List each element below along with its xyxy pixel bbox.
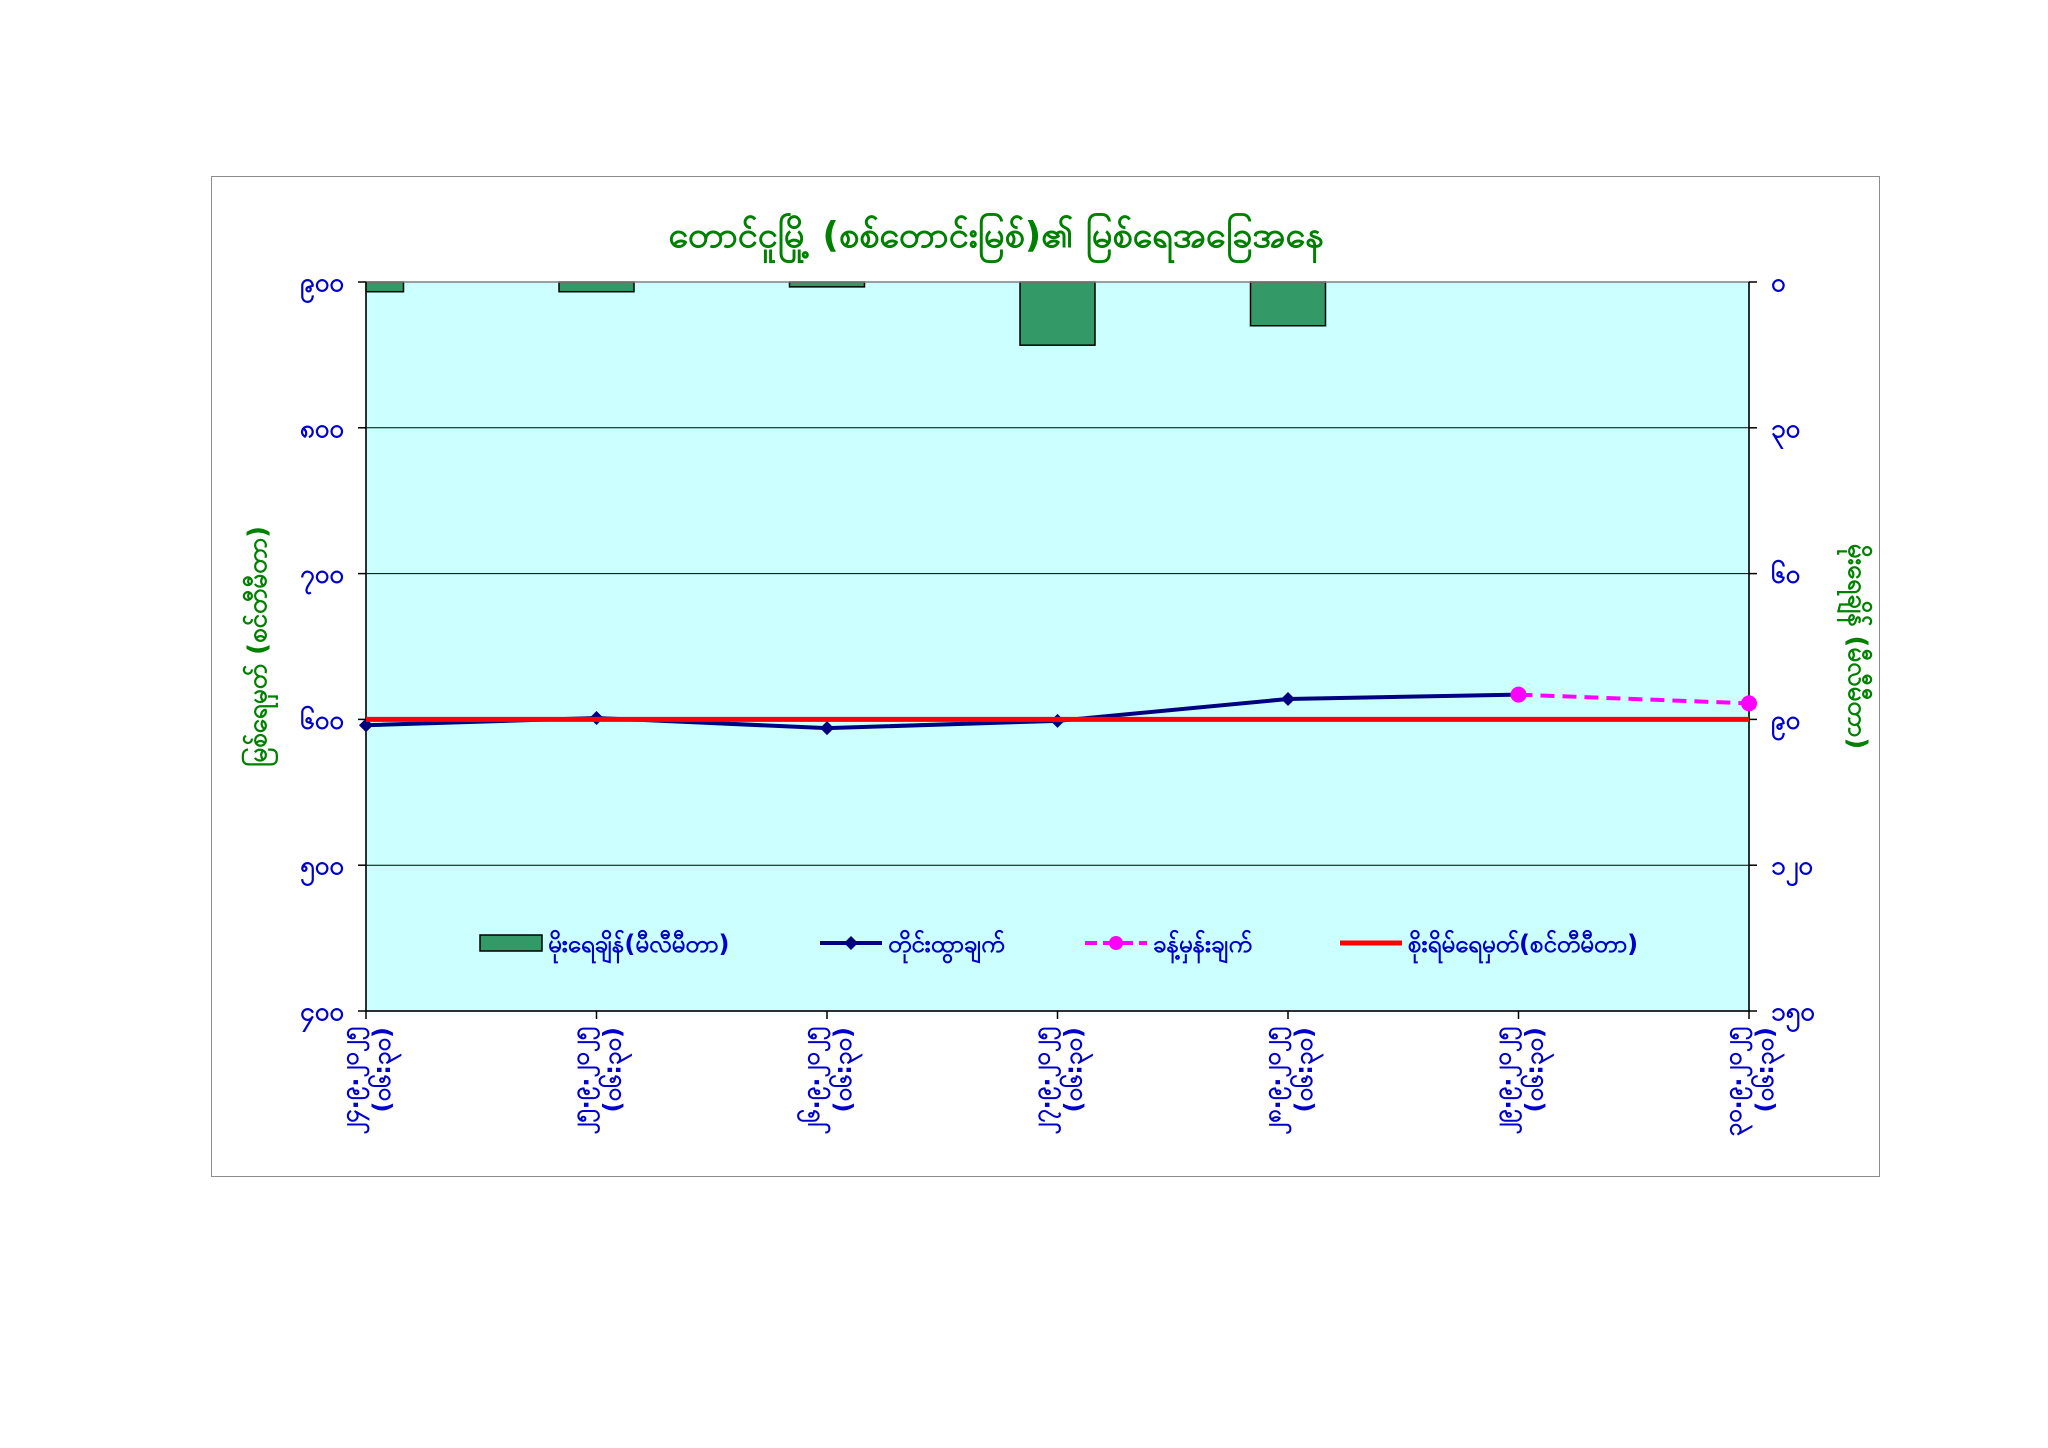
legend-marker: [844, 936, 858, 950]
chart-frame: တောင်ငူမြို့ (စစ်တောင်းမြစ်)၏ မြစ်ရေအခြေ…: [211, 176, 1880, 1177]
left-tick-label: ၅၀၀: [300, 851, 344, 887]
x-tick-label: ၂၈.၉.၂၀၂၅ (ဝ၆:၃၀): [1258, 1027, 1324, 1135]
data-point: [1510, 686, 1527, 703]
rain-bar: [558, 281, 635, 293]
x-tick-label: ၂၉.၉.၂၀၂၅ (ဝ၆:၃၀): [1489, 1027, 1555, 1135]
chart: တောင်ငူမြို့ (စစ်တောင်းမြစ်)၏ မြစ်ရေအခြေ…: [240, 213, 1873, 1136]
left-tick-label: ၇၀၀: [300, 560, 344, 596]
rain-bar: [1249, 281, 1327, 327]
left-tick-label: ၆၀၀: [300, 703, 344, 735]
x-tick-label: ၂၆.၉.၂၀၂၅ (ဝ၆:၃၀): [796, 1027, 863, 1135]
right-tick-label: ၀: [1771, 268, 1786, 298]
right-tick-label: ၉၀: [1771, 705, 1801, 741]
left-tick-label: ၉၀၀: [300, 268, 344, 304]
chart-title: တောင်ငူမြို့ (စစ်တောင်းမြစ်)၏ မြစ်ရေအခြေ…: [668, 213, 1323, 264]
x-tick-label: ၂၄.၉.၂၀၂၅ (ဝ၆:၃၀): [336, 1027, 402, 1135]
series-line: [1518, 692, 1750, 706]
data-point: [1741, 695, 1757, 712]
legend-swatch: [479, 934, 543, 952]
x-tick-label: ၂၅.၉.၂၀၂၅ (ဝ၆:၃၀): [567, 1027, 633, 1135]
plot-area: [366, 282, 1749, 1011]
rain-bar: [365, 281, 405, 293]
legend-marker: [1109, 936, 1123, 950]
left-tick-label: ၈၀၀: [300, 414, 344, 444]
rain-bar: [1019, 281, 1096, 346]
left-axis-title: မြစ်ရေမှတ် (စင်တီမီတာ): [240, 526, 279, 767]
x-tick-label: ၃၀.၉.၂၀၂၅ (ဝ၆:၃၀): [1719, 1027, 1785, 1136]
data-point: [820, 721, 834, 736]
right-tick-label: ၆၀: [1771, 558, 1801, 590]
right-axis-title: မိုးရေချိန် (မီလီမီတာ): [1836, 544, 1873, 750]
x-tick-label: ၂၇.၉.၂၀၂၅ (ဝ၆:၃၀): [1028, 1027, 1094, 1135]
right-tick-label: ၁၂၀: [1771, 851, 1813, 887]
data-point: [1281, 691, 1295, 706]
right-tick-label: ၃၀: [1771, 414, 1801, 450]
